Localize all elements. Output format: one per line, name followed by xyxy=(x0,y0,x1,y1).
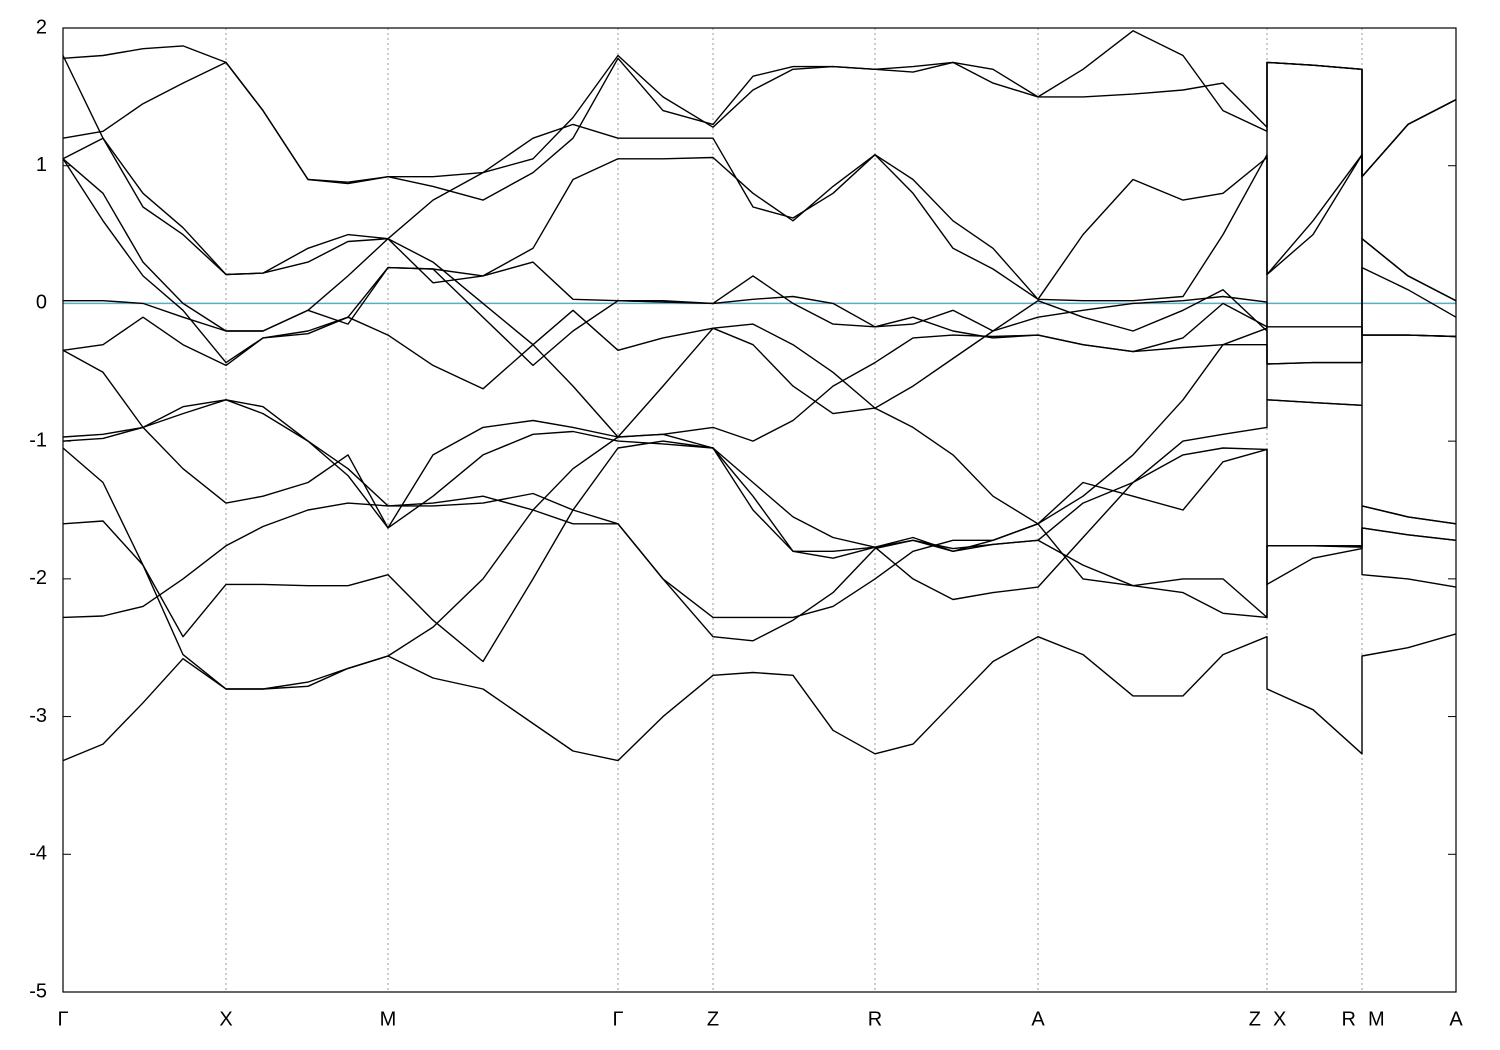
y-tick-label: -1 xyxy=(29,429,47,451)
x-tick-label: A xyxy=(1449,1008,1463,1030)
band-line xyxy=(62,399,1457,601)
y-tick-label: 0 xyxy=(36,292,47,314)
x-tick-label: R xyxy=(1342,1008,1356,1030)
y-tick-label: -3 xyxy=(29,705,47,727)
band-line xyxy=(62,309,1457,525)
band-line xyxy=(62,633,1457,762)
y-tick-label: -2 xyxy=(29,567,47,589)
band-line xyxy=(62,98,1457,300)
x-tick-label: X xyxy=(1273,1008,1286,1030)
x-tick-label: M xyxy=(380,1008,397,1030)
band-line xyxy=(62,334,1457,690)
x-tick-label: X xyxy=(219,1008,232,1030)
band-line xyxy=(62,30,1457,201)
y-tick-label: 1 xyxy=(36,154,47,176)
x-tick-label: Z xyxy=(707,1008,719,1030)
y-tick-label: -5 xyxy=(29,980,47,1002)
band-line xyxy=(62,349,1457,619)
band-line xyxy=(62,55,1457,302)
x-tick-label: Γ xyxy=(612,1008,623,1030)
x-tick-label: Γ xyxy=(57,1008,68,1030)
x-tick-label: Z xyxy=(1249,1008,1261,1030)
band-line xyxy=(62,158,1457,438)
x-tick-label: A xyxy=(1031,1008,1045,1030)
y-tick-label: -4 xyxy=(29,843,47,865)
band-line xyxy=(62,399,1457,619)
band-line xyxy=(62,495,1457,642)
band-line xyxy=(62,440,1457,663)
x-tick-label: M xyxy=(1368,1008,1385,1030)
x-tick-label: R xyxy=(868,1008,882,1030)
plot-frame xyxy=(62,27,1457,993)
y-tick-label: 2 xyxy=(36,16,47,38)
